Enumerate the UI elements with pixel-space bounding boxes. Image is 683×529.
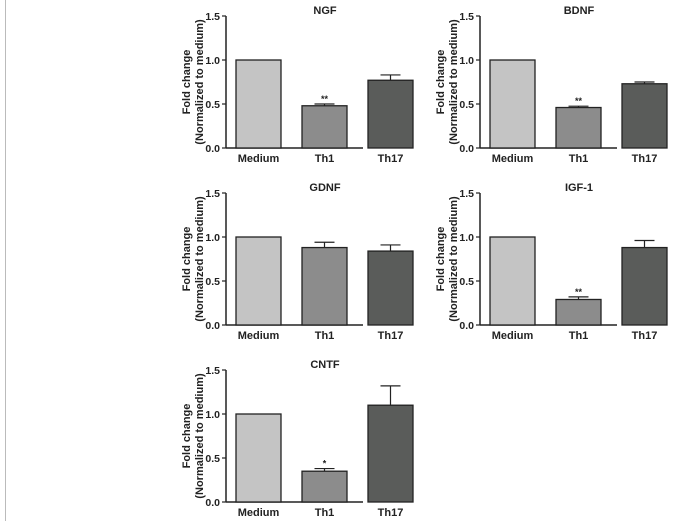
y-axis-label-line: Fold change bbox=[435, 50, 447, 115]
y-tick-label: 0.0 bbox=[459, 320, 474, 332]
chart-bdnf: BDNF Fold change(Normalized to medium)0.0… bbox=[435, 5, 668, 165]
chart-title: BDNF bbox=[564, 5, 595, 17]
y-tick-label: 1.5 bbox=[205, 188, 220, 200]
y-tick-label: 1.5 bbox=[205, 365, 220, 377]
significance-marker: ** bbox=[575, 96, 583, 106]
y-tick-label: 0.5 bbox=[205, 453, 220, 465]
x-tick-label: Medium bbox=[492, 330, 534, 342]
chart-ngf: NGF Fold change(Normalized to medium)0.0 0… bbox=[181, 5, 414, 165]
y-axis-label-line: (Normalized to medium) bbox=[194, 373, 206, 499]
y-tick-label: 0.0 bbox=[205, 497, 220, 509]
y-axis-label: Fold change(Normalized to medium) bbox=[435, 19, 460, 145]
chart-gdnf: GDNF Fold change(Normalized to medium)0.0… bbox=[181, 182, 414, 342]
chart-igf-1: IGF-1 Fold change(Normalized to medium)0.… bbox=[435, 182, 668, 342]
x-tick-label: Th17 bbox=[378, 153, 404, 165]
bar-th1 bbox=[301, 470, 348, 503]
y-tick-label: 0.5 bbox=[459, 276, 474, 288]
x-tick-label: Th1 bbox=[315, 330, 335, 342]
y-tick-label: 0.5 bbox=[459, 99, 474, 111]
y-tick-label: 0.0 bbox=[205, 143, 220, 155]
bar-th17 bbox=[367, 79, 414, 149]
y-axis-label: Fold change(Normalized to medium) bbox=[181, 19, 206, 145]
bar-th1 bbox=[301, 105, 348, 149]
y-tick-label: 0.5 bbox=[205, 99, 220, 111]
y-axis-label-line: (Normalized to medium) bbox=[448, 196, 460, 322]
chart-cntf: CNTF Fold change(Normalized to medium)0.0… bbox=[181, 359, 414, 519]
bar-medium bbox=[235, 413, 282, 503]
bar-th1 bbox=[555, 106, 602, 149]
y-axis-label-line: Fold change bbox=[181, 227, 193, 292]
bar-th1 bbox=[555, 298, 602, 326]
x-tick-label: Th1 bbox=[315, 507, 335, 519]
bar-th1 bbox=[301, 246, 348, 326]
y-tick-label: 1.5 bbox=[459, 188, 474, 200]
significance-marker: * bbox=[323, 459, 327, 469]
bar-medium bbox=[489, 236, 536, 326]
bar-th17 bbox=[367, 404, 414, 503]
chart-title: CNTF bbox=[310, 359, 340, 371]
bar-medium bbox=[235, 59, 282, 149]
bar-medium bbox=[235, 236, 282, 326]
x-tick-label: Medium bbox=[492, 153, 534, 165]
y-tick-label: 1.0 bbox=[205, 409, 220, 421]
left-divider-line bbox=[5, 0, 6, 521]
significance-marker: ** bbox=[321, 94, 329, 104]
chart-title: NGF bbox=[313, 5, 337, 17]
y-tick-label: 1.0 bbox=[205, 55, 220, 67]
y-tick-label: 1.0 bbox=[205, 232, 220, 244]
significance-marker: ** bbox=[575, 287, 583, 297]
y-tick-label: 1.5 bbox=[459, 11, 474, 23]
x-tick-label: Th1 bbox=[569, 330, 589, 342]
bar-th17 bbox=[621, 83, 668, 149]
y-axis-label-line: (Normalized to medium) bbox=[448, 19, 460, 145]
x-tick-label: Th17 bbox=[378, 330, 404, 342]
bar-medium bbox=[489, 59, 536, 149]
y-tick-label: 1.0 bbox=[459, 55, 474, 67]
chart-title: IGF-1 bbox=[565, 182, 593, 194]
y-tick-label: 1.0 bbox=[459, 232, 474, 244]
y-axis-label: Fold change(Normalized to medium) bbox=[435, 196, 460, 322]
x-tick-label: Th1 bbox=[315, 153, 335, 165]
x-tick-label: Th17 bbox=[378, 507, 404, 519]
y-axis-label-line: (Normalized to medium) bbox=[194, 196, 206, 322]
y-axis-label-line: Fold change bbox=[435, 227, 447, 292]
y-axis-label-line: Fold change bbox=[181, 50, 193, 115]
x-tick-label: Th17 bbox=[632, 330, 658, 342]
chart-title: GDNF bbox=[309, 182, 340, 194]
y-tick-label: 1.5 bbox=[205, 11, 220, 23]
bar-th17 bbox=[367, 250, 414, 326]
x-tick-label: Medium bbox=[238, 507, 280, 519]
y-axis-label: Fold change(Normalized to medium) bbox=[181, 196, 206, 322]
x-tick-label: Th17 bbox=[632, 153, 658, 165]
y-axis-label: Fold change(Normalized to medium) bbox=[181, 373, 206, 499]
y-tick-label: 0.0 bbox=[459, 143, 474, 155]
x-tick-label: Th1 bbox=[569, 153, 589, 165]
y-axis-label-line: Fold change bbox=[181, 404, 193, 469]
bar-th17 bbox=[621, 246, 668, 326]
y-tick-label: 0.5 bbox=[205, 276, 220, 288]
y-axis-label-line: (Normalized to medium) bbox=[194, 19, 206, 145]
y-tick-label: 0.0 bbox=[205, 320, 220, 332]
x-tick-label: Medium bbox=[238, 330, 280, 342]
x-tick-label: Medium bbox=[238, 153, 280, 165]
